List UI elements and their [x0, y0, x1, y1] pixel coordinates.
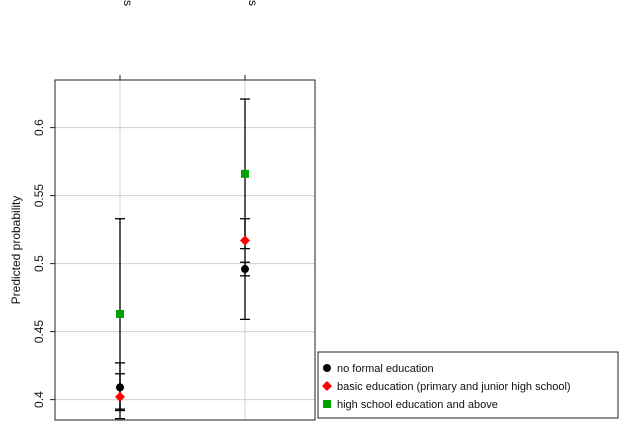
legend: no formal education basic education (pri… [317, 351, 619, 419]
y-axis-label: Predicted probability [9, 196, 23, 305]
x-axis-top: Rural areas Urban areas [119, 0, 260, 80]
legend-marker-circle-icon [323, 364, 331, 372]
data-point-square [241, 169, 249, 178]
y-tick-label: 0.6 [32, 119, 46, 136]
y-tick-label: 0.5 [32, 255, 46, 272]
data-point-diamond [115, 391, 125, 402]
y-tick-label: 0.4 [32, 391, 46, 408]
data-point-circle [241, 265, 249, 274]
plot-frame [54, 79, 316, 421]
data-point-circle [116, 383, 124, 392]
legend-label-series-2: basic education (primary and junior high… [337, 381, 571, 393]
legend-marker-square-icon [323, 400, 331, 408]
y-axis: 0.4 0.45 0.5 0.55 0.6 [32, 119, 55, 408]
x-tick-label: Urban areas [246, 0, 260, 6]
y-tick-label: 0.55 [32, 184, 46, 208]
data-markers [115, 169, 250, 402]
legend-box [317, 351, 619, 419]
legend-marker-diamond-icon [322, 381, 332, 391]
legend-label-series-3: high school education and above [337, 399, 498, 411]
data-point-diamond [240, 235, 250, 246]
legend-label-series-1: no formal education [337, 363, 434, 375]
y-tick-label: 0.45 [32, 320, 46, 344]
data-point-square [116, 309, 124, 318]
x-tick-label: Rural areas [121, 0, 135, 6]
